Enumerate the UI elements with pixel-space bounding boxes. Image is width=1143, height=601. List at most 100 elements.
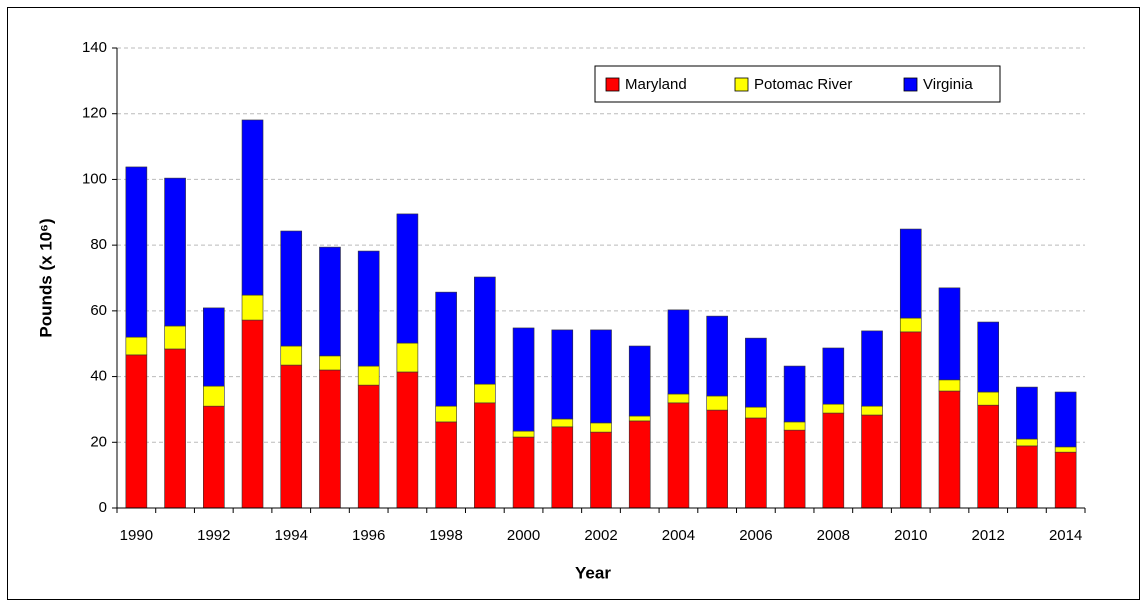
legend-swatch bbox=[903, 77, 918, 92]
bar-segment bbox=[512, 327, 535, 432]
bar-segment bbox=[396, 371, 419, 509]
bar-segment bbox=[783, 421, 806, 431]
x-tick-label: 2000 bbox=[507, 527, 540, 544]
bar-segment bbox=[551, 329, 574, 420]
bar-segment bbox=[551, 418, 574, 428]
y-tick-label: 0 bbox=[99, 499, 107, 516]
bar-segment bbox=[280, 230, 303, 347]
bar-segment bbox=[203, 385, 225, 407]
bar-segment bbox=[319, 246, 341, 357]
bar-segment bbox=[745, 337, 767, 408]
bar-segment bbox=[628, 420, 651, 509]
x-tick-label: 2004 bbox=[662, 527, 695, 544]
bar-segment bbox=[861, 330, 883, 407]
legend-label: Virginia bbox=[923, 76, 973, 93]
bar-segment bbox=[745, 406, 767, 419]
bar-segment bbox=[474, 276, 496, 385]
legend-label: Maryland bbox=[625, 76, 687, 93]
y-tick-label: 40 bbox=[90, 368, 107, 385]
bar-segment bbox=[822, 412, 845, 509]
y-tick-label: 120 bbox=[82, 105, 107, 122]
bar-segment bbox=[706, 395, 728, 411]
x-tick-label: 1990 bbox=[120, 527, 153, 544]
bar-segment bbox=[590, 422, 612, 433]
bar-segment bbox=[357, 250, 380, 367]
bar-segment bbox=[745, 417, 767, 509]
bar-segment bbox=[977, 391, 1000, 406]
bar-segment bbox=[1054, 451, 1077, 509]
bar-segment bbox=[783, 429, 806, 509]
legend-swatch bbox=[605, 77, 620, 92]
bar-segment bbox=[590, 329, 612, 424]
bar-segment bbox=[1016, 438, 1038, 447]
y-tick-label: 60 bbox=[90, 302, 107, 319]
bar-segment bbox=[590, 431, 612, 509]
y-tick-label: 140 bbox=[82, 39, 107, 56]
bar-segment bbox=[1054, 446, 1077, 453]
bar-segment bbox=[241, 319, 264, 509]
bar-segment bbox=[396, 213, 419, 344]
y-tick-label: 20 bbox=[90, 433, 107, 450]
bar-segment bbox=[977, 321, 1000, 393]
x-tick-label: 1992 bbox=[197, 527, 230, 544]
legend-box bbox=[594, 65, 1001, 103]
bar-segment bbox=[706, 315, 728, 397]
bar-segment bbox=[667, 402, 690, 509]
bar-segment bbox=[667, 393, 690, 404]
bar-segment bbox=[280, 345, 303, 366]
bar-segment bbox=[319, 369, 341, 509]
bar-segment bbox=[125, 336, 148, 356]
bar-segment bbox=[938, 390, 961, 509]
bar-segment bbox=[628, 345, 651, 417]
x-tick-label: 2002 bbox=[584, 527, 617, 544]
bar-segment bbox=[435, 291, 457, 407]
x-tick-label: 1996 bbox=[352, 527, 385, 544]
bar-segment bbox=[319, 355, 341, 371]
x-tick-label: 2010 bbox=[894, 527, 927, 544]
bar-segment bbox=[1054, 391, 1077, 448]
bar-segment bbox=[706, 409, 728, 509]
bar-segment bbox=[861, 405, 883, 416]
bar-segment bbox=[435, 421, 457, 509]
bar-segment bbox=[164, 177, 186, 327]
bar-segment bbox=[938, 287, 961, 381]
bar-segment bbox=[164, 348, 186, 509]
bar-segment bbox=[1016, 445, 1038, 509]
bar-segment bbox=[551, 426, 574, 509]
x-tick-label: 2014 bbox=[1049, 527, 1082, 544]
bar-segment bbox=[203, 307, 225, 387]
x-axis-label: Year bbox=[575, 563, 611, 582]
bar-segment bbox=[1016, 386, 1038, 440]
bar-segment bbox=[474, 402, 496, 509]
bar-segment bbox=[396, 342, 419, 373]
bar-segment bbox=[357, 365, 380, 386]
bar-segment bbox=[899, 317, 922, 333]
x-tick-label: 1994 bbox=[275, 527, 308, 544]
bar-segment bbox=[125, 354, 148, 509]
bar-segment bbox=[435, 405, 457, 423]
legend-swatch bbox=[734, 77, 749, 92]
bar-segment bbox=[667, 309, 690, 395]
bar-segment bbox=[241, 119, 264, 296]
x-tick-label: 2012 bbox=[972, 527, 1005, 544]
bar-segment bbox=[899, 228, 922, 319]
bar-segment bbox=[357, 384, 380, 509]
bar-segment bbox=[474, 383, 496, 404]
bar-segment bbox=[280, 364, 303, 509]
y-tick-label: 100 bbox=[82, 170, 107, 187]
bar-segment bbox=[822, 347, 845, 405]
bar-segment bbox=[783, 365, 806, 423]
bar-segment bbox=[899, 331, 922, 509]
bar-segment bbox=[125, 166, 148, 338]
bar-segment bbox=[938, 379, 961, 392]
bar-segment bbox=[512, 436, 535, 509]
bar-segment bbox=[822, 403, 845, 414]
y-axis-label: Pounds (x 10⁶) bbox=[36, 218, 55, 337]
bar-segment bbox=[203, 405, 225, 509]
legend-label: Potomac River bbox=[754, 76, 852, 93]
bar-segment bbox=[241, 294, 264, 321]
bar-segment bbox=[628, 415, 651, 422]
bar-segment bbox=[164, 325, 186, 350]
bar-segment bbox=[977, 404, 1000, 509]
